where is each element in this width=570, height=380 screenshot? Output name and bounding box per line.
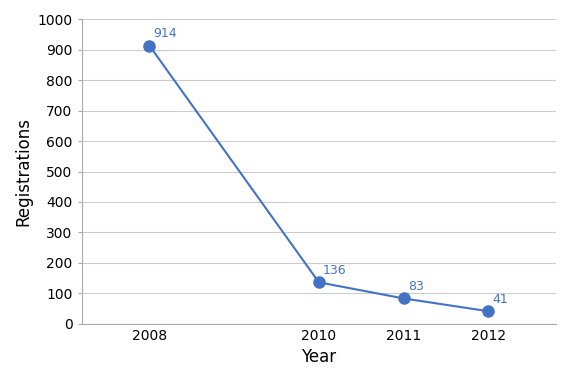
Text: 83: 83 — [408, 280, 424, 293]
Text: 914: 914 — [154, 27, 177, 40]
Y-axis label: Registrations: Registrations — [14, 117, 32, 226]
X-axis label: Year: Year — [302, 348, 336, 366]
Text: 41: 41 — [492, 293, 508, 306]
Text: 136: 136 — [323, 264, 347, 277]
